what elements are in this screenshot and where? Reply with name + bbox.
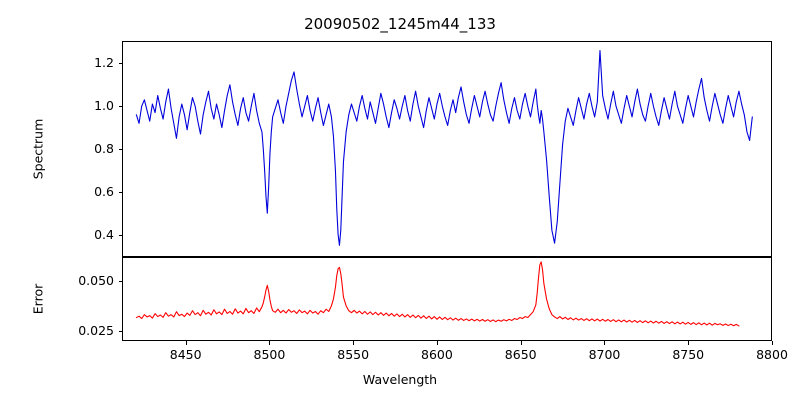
spectrum-y-tick-label: 1.2 [94, 54, 114, 70]
x-tick-label: 8700 [588, 347, 621, 362]
spectrum-panel [122, 41, 772, 257]
x-tick-label: 8500 [253, 347, 286, 362]
spectrum-y-tick-label: 1.0 [94, 97, 114, 113]
spectrum-y-axis-label: Spectrum [30, 118, 46, 180]
x-tick-label: 8600 [421, 347, 453, 362]
x-tick-mark [353, 341, 355, 345]
spectrum-y-tick-label: 0.4 [94, 227, 114, 243]
error-y-tick-label: 0.050 [78, 273, 114, 288]
x-tick-mark [185, 341, 187, 345]
spectrum-y-tick-label: 0.6 [94, 184, 114, 200]
x-tick-mark [772, 341, 773, 345]
spectrum-y-tick-mark [118, 192, 122, 194]
error-y-tick-mark [118, 281, 122, 282]
error-panel [122, 257, 772, 341]
spectrum-y-tick-mark [118, 235, 122, 237]
x-tick-label: 8800 [756, 347, 788, 362]
error-y-axis-label: Error [30, 283, 46, 315]
x-tick-label: 8450 [169, 347, 202, 362]
x-tick-mark [688, 341, 690, 345]
spectrum-y-tick-mark [118, 105, 122, 107]
x-axis-label: Wavelength [362, 372, 438, 387]
x-tick-label: 8550 [337, 347, 370, 362]
error-y-tick-mark [118, 331, 122, 332]
spectrum-plot-area [135, 50, 753, 246]
x-tick-label: 8650 [504, 347, 537, 362]
error-plot-area [135, 261, 740, 327]
x-tick-mark [269, 341, 271, 345]
chart-title: 20090502_1245m44_133 [304, 15, 496, 33]
spectrum-y-tick-mark [118, 62, 122, 64]
x-tick-label: 8750 [672, 347, 705, 362]
spectrum-y-tick-label: 0.8 [94, 141, 114, 156]
spectrum-y-tick-mark [118, 149, 122, 150]
x-tick-mark [520, 341, 522, 345]
x-tick-mark [604, 341, 606, 345]
spectrum-data-line [135, 50, 753, 246]
x-tick-mark [436, 341, 438, 345]
error-y-tick-label: 0.025 [78, 323, 114, 338]
error-data-line [135, 261, 740, 327]
